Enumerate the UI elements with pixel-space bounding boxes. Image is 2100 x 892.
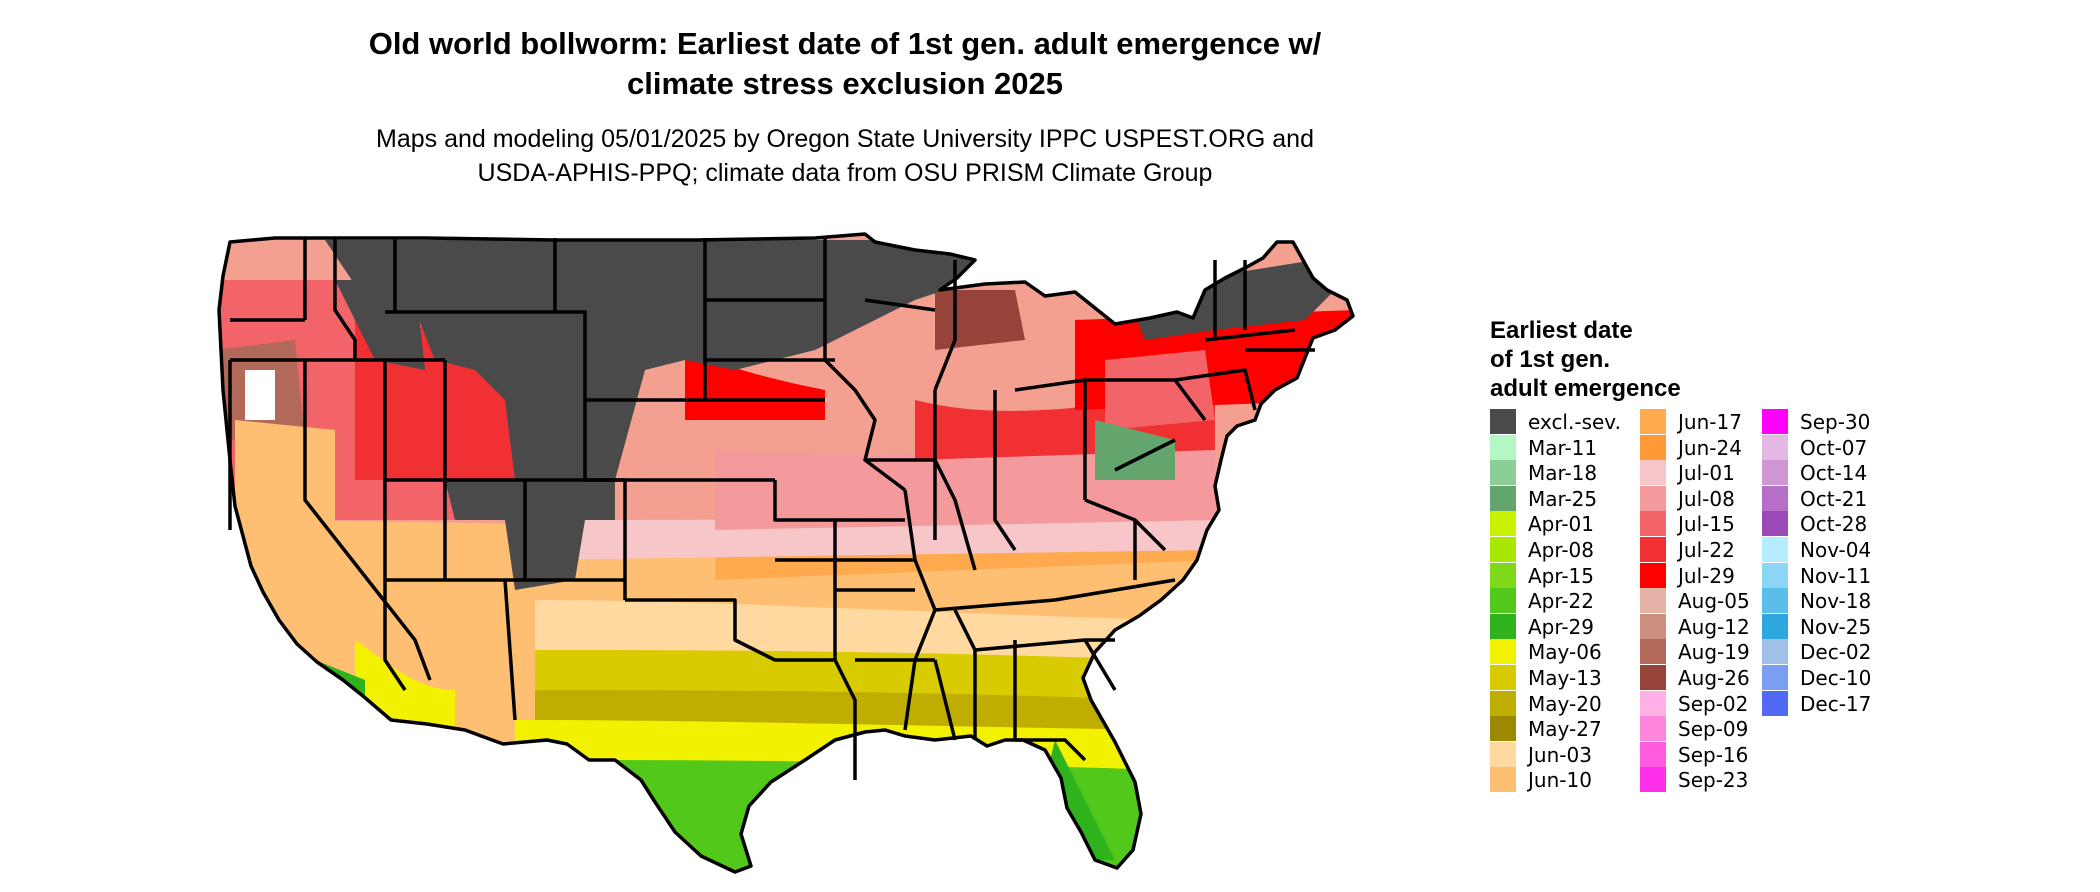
legend-label: Oct-14	[1800, 461, 1868, 486]
legend-label: Jul-01	[1678, 461, 1735, 486]
legend-label: Apr-29	[1528, 614, 1594, 639]
legend-swatch	[1490, 485, 1516, 511]
legend-swatch	[1490, 434, 1516, 460]
legend-swatch	[1490, 741, 1516, 767]
legend-swatch	[1762, 639, 1788, 665]
excluded-regions	[325, 240, 1335, 590]
legend-swatch	[1640, 664, 1666, 690]
legend-label: Sep-09	[1678, 717, 1749, 742]
legend-title-line-2: of 1st gen.	[1490, 346, 1611, 373]
legend-swatch	[1762, 690, 1788, 716]
legend-swatch	[1762, 536, 1788, 562]
legend-title-line-1: Earliest date	[1490, 317, 1633, 344]
legend-label: Aug-19	[1678, 640, 1750, 665]
map-subtitle: Maps and modeling 05/01/2025 by Oregon S…	[260, 122, 1430, 190]
subtitle-line-1: Maps and modeling 05/01/2025 by Oregon S…	[376, 125, 1314, 153]
legend-swatch	[1490, 460, 1516, 486]
legend-swatch	[1490, 562, 1516, 588]
legend-swatch	[1490, 639, 1516, 665]
legend-title: Earliest date of 1st gen. adult emergenc…	[1490, 316, 1750, 403]
legend-swatch	[1640, 613, 1666, 639]
legend-swatch	[1640, 409, 1666, 434]
legend-swatch	[1490, 588, 1516, 614]
legend-label: Aug-26	[1678, 665, 1750, 690]
legend-label: May-06	[1528, 640, 1602, 665]
legend-label: Apr-01	[1528, 512, 1594, 537]
legend-label: Sep-02	[1678, 691, 1749, 716]
legend-label: Mar-18	[1528, 461, 1598, 486]
subtitle-line-2: USDA-APHIS-PPQ; climate data from OSU PR…	[477, 159, 1213, 187]
title-line-2: climate stress exclusion 2025	[627, 66, 1063, 101]
legend-label: Oct-07	[1800, 435, 1868, 460]
legend-swatch	[1490, 409, 1516, 434]
legend-label: Jul-29	[1678, 563, 1735, 588]
legend-label: Nov-25	[1800, 614, 1872, 639]
legend-label: Jun-24	[1678, 435, 1742, 460]
legend-swatch	[1640, 460, 1666, 486]
legend-swatch	[1640, 639, 1666, 665]
legend-label: May-13	[1528, 665, 1602, 690]
legend-swatch	[1640, 588, 1666, 614]
legend-swatch	[1490, 511, 1516, 537]
legend-swatch	[1490, 767, 1516, 793]
legend-label: Mar-11	[1528, 435, 1598, 460]
legend-label: Sep-23	[1678, 768, 1749, 793]
legend-swatch	[1762, 664, 1788, 690]
legend-label: Jun-03	[1528, 742, 1592, 767]
legend-label: Dec-17	[1800, 691, 1872, 716]
legend-label: Dec-10	[1800, 665, 1872, 690]
legend-label: Jul-22	[1678, 537, 1735, 562]
legend-label: Jul-08	[1678, 486, 1735, 511]
legend-label: May-20	[1528, 691, 1602, 716]
legend-label: Nov-04	[1800, 537, 1872, 562]
legend-swatch	[1762, 409, 1788, 434]
legend-swatch	[1640, 485, 1666, 511]
legend-label: Oct-28	[1800, 512, 1868, 537]
map-title: Old world bollworm: Earliest date of 1st…	[260, 24, 1430, 104]
legend-swatch	[1762, 485, 1788, 511]
legend-label: Jun-17	[1678, 410, 1742, 434]
legend-label: Apr-15	[1528, 563, 1594, 588]
legend-label: Mar-25	[1528, 486, 1598, 511]
legend-label: Apr-08	[1528, 537, 1594, 562]
legend-label: Aug-12	[1678, 614, 1750, 639]
title-line-1: Old world bollworm: Earliest date of 1st…	[368, 26, 1322, 61]
legend-swatch	[1640, 536, 1666, 562]
legend-swatch	[1490, 716, 1516, 742]
us-emergence-map	[217, 232, 1355, 874]
legend-swatch	[1640, 690, 1666, 716]
legend-swatch	[1762, 434, 1788, 460]
legend-swatch	[1490, 536, 1516, 562]
legend-label: May-27	[1528, 717, 1602, 742]
legend-swatch	[1490, 690, 1516, 716]
legend-swatch	[1640, 562, 1666, 588]
legend-label: Aug-05	[1678, 589, 1750, 614]
legend-label: Jul-15	[1678, 512, 1735, 537]
legend-label: Dec-02	[1800, 640, 1872, 665]
legend-title-line-3: adult emergence	[1490, 375, 1681, 402]
state-borders	[217, 232, 1355, 874]
legend-swatch	[1640, 511, 1666, 537]
legend-swatch	[1640, 716, 1666, 742]
legend-label: Sep-16	[1678, 742, 1749, 767]
legend-label: Nov-11	[1800, 563, 1872, 588]
legend-swatch	[1490, 613, 1516, 639]
legend-swatch	[1640, 434, 1666, 460]
legend-swatch	[1762, 613, 1788, 639]
legend-label: Sep-30	[1800, 410, 1871, 434]
legend-label: Nov-18	[1800, 589, 1872, 614]
legend-swatch	[1762, 460, 1788, 486]
legend-label: excl.-sev.	[1528, 410, 1621, 434]
legend-label: Oct-21	[1800, 486, 1868, 511]
legend-swatch	[1762, 562, 1788, 588]
legend-swatch	[1490, 664, 1516, 690]
legend-label: Jun-10	[1528, 768, 1592, 793]
legend-swatch	[1762, 588, 1788, 614]
legend-swatch	[1762, 511, 1788, 537]
legend-swatch	[1640, 767, 1666, 793]
legend-label: Apr-22	[1528, 589, 1594, 614]
legend-swatch	[1640, 741, 1666, 767]
